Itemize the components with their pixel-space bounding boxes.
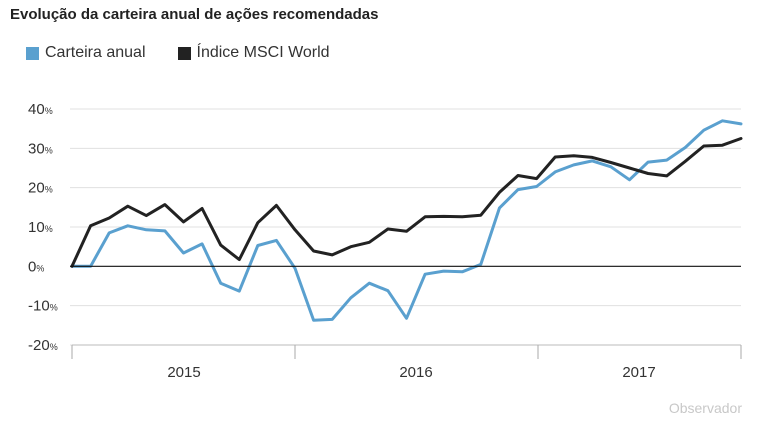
- legend-swatch-msci: [177, 46, 191, 60]
- y-tick-label: 20%: [28, 180, 53, 197]
- legend: Carteira anual Índice MSCI World: [26, 44, 362, 62]
- y-tick-label: 0%: [28, 258, 44, 275]
- legend-label-msci: Índice MSCI World: [196, 44, 330, 61]
- x-tick-label-2016: 2016: [399, 364, 432, 381]
- series-line-msci: [70, 137, 743, 268]
- legend-item-carteira[interactable]: Carteira anual: [26, 44, 146, 62]
- x-tick-label-2015: 2015: [167, 364, 200, 381]
- y-tick-label: 30%: [28, 140, 53, 157]
- y-tick-label: -20%: [28, 337, 58, 354]
- x-tick-label-2017: 2017: [622, 364, 655, 381]
- series-line-carteira: [70, 119, 743, 322]
- legend-item-msci[interactable]: Índice MSCI World: [177, 44, 330, 62]
- y-tick-label: 40%: [28, 101, 53, 118]
- legend-swatch-carteira: [26, 46, 39, 60]
- chart-title: Evolução da carteira anual de ações reco…: [10, 6, 379, 23]
- legend-label-carteira: Carteira anual: [45, 44, 146, 61]
- y-tick-label: -10%: [28, 298, 58, 315]
- y-tick-label: 10%: [28, 219, 53, 236]
- source-credit: Observador: [668, 400, 742, 416]
